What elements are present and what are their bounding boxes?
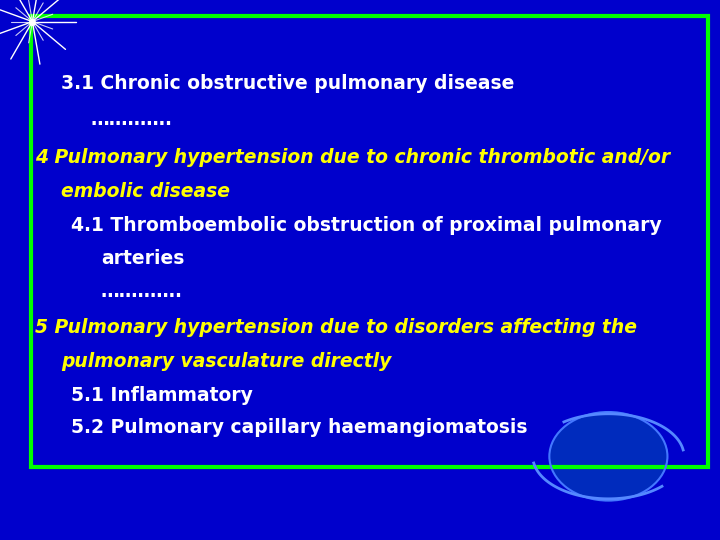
Text: ………….: …………. [90, 110, 172, 130]
Text: arteries: arteries [101, 248, 184, 268]
Text: pulmonary vasculature directly: pulmonary vasculature directly [61, 352, 392, 372]
Text: 5.1 Inflammatory: 5.1 Inflammatory [71, 386, 253, 405]
Text: embolic disease: embolic disease [61, 182, 230, 201]
Text: ………….: …………. [101, 282, 183, 301]
Text: 5 Pulmonary hypertension due to disorders affecting the: 5 Pulmonary hypertension due to disorder… [35, 318, 636, 338]
Text: 5.2 Pulmonary capillary haemangiomatosis: 5.2 Pulmonary capillary haemangiomatosis [71, 418, 528, 437]
Text: 4 Pulmonary hypertension due to chronic thrombotic and/or: 4 Pulmonary hypertension due to chronic … [35, 148, 670, 167]
Circle shape [549, 412, 667, 501]
Text: 3.1 Chronic obstructive pulmonary disease: 3.1 Chronic obstructive pulmonary diseas… [61, 74, 515, 93]
Text: 4.1 Thromboembolic obstruction of proximal pulmonary: 4.1 Thromboembolic obstruction of proxim… [71, 215, 662, 235]
